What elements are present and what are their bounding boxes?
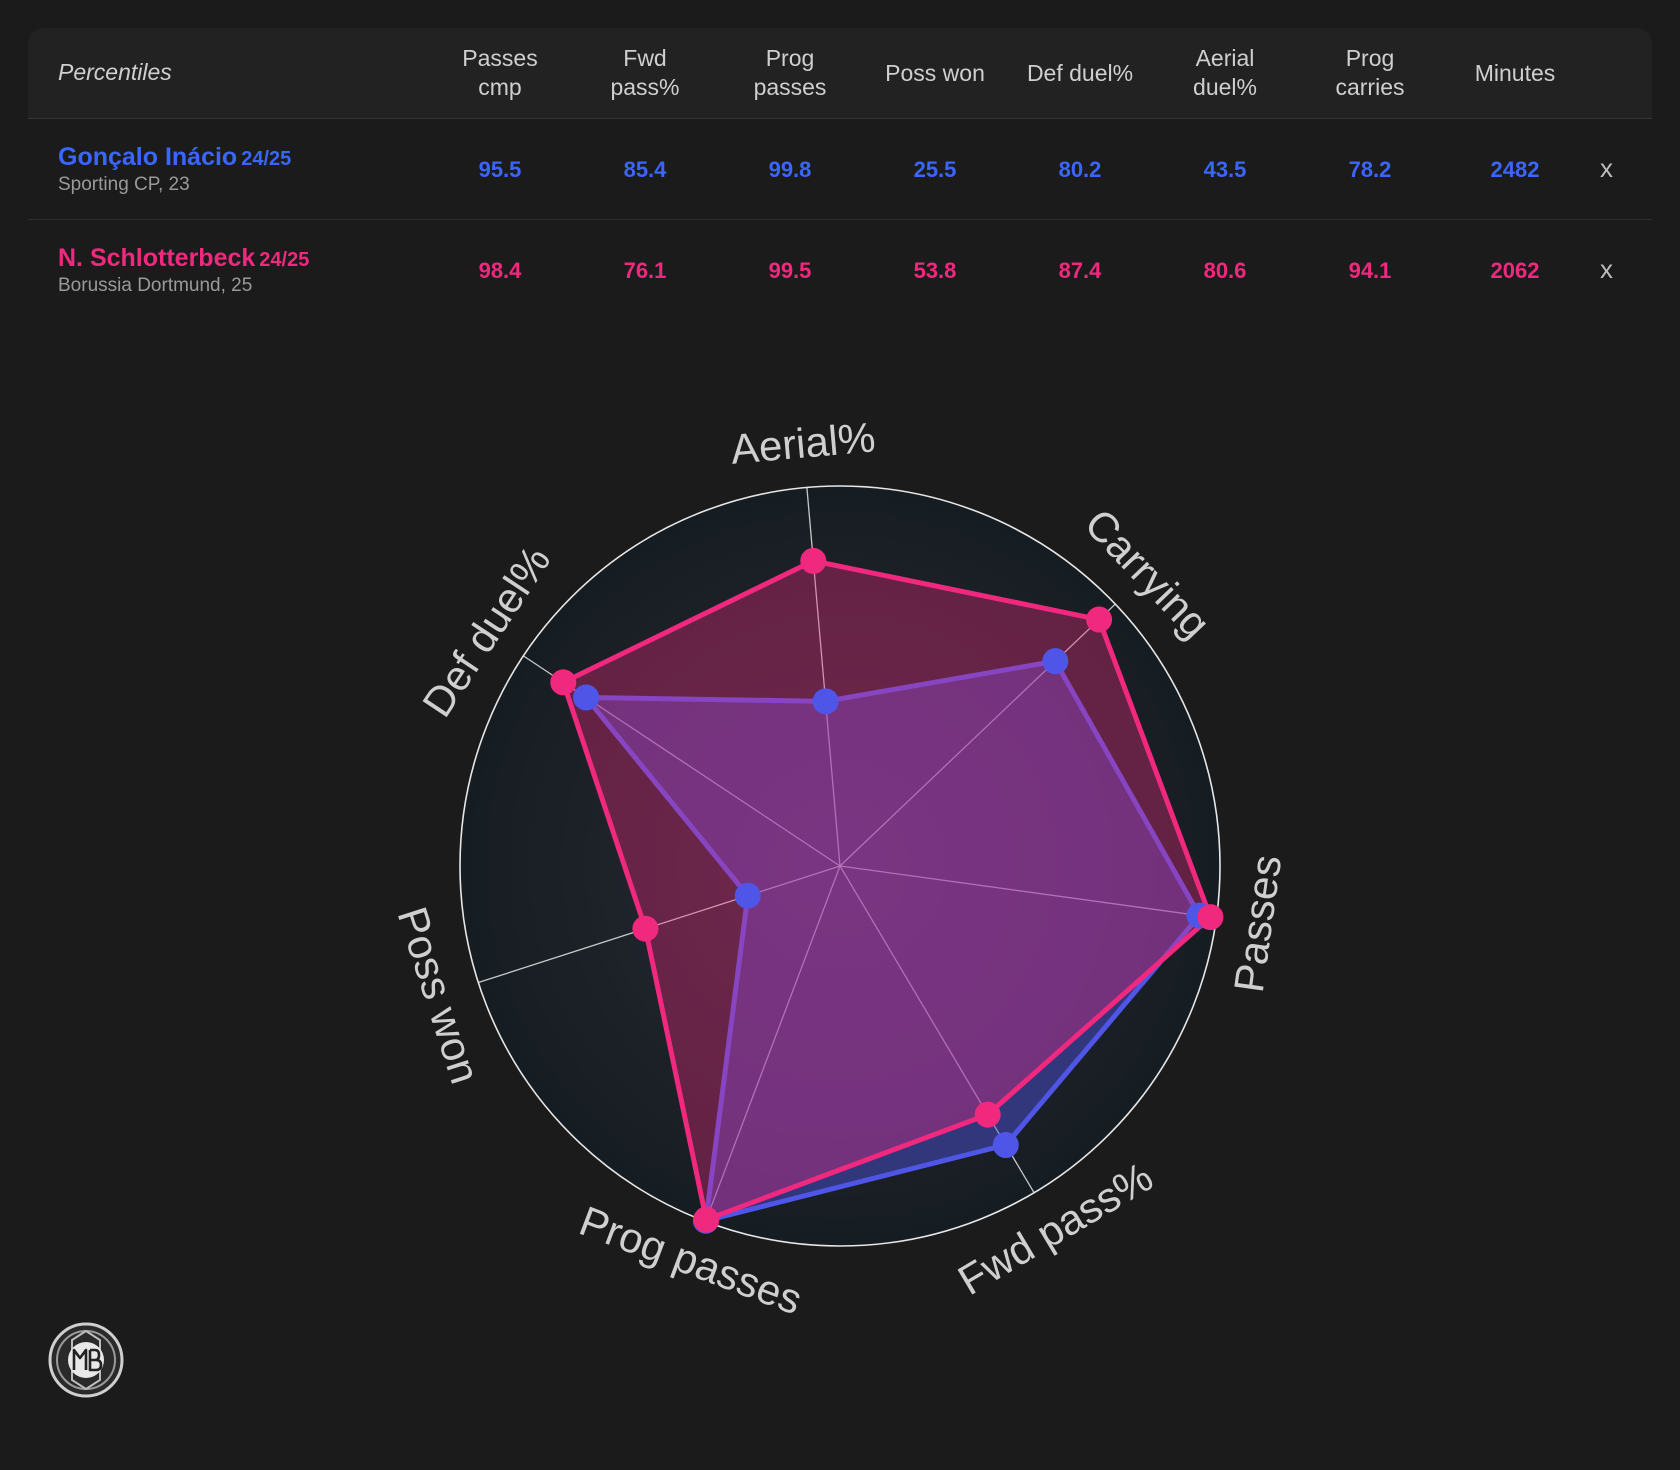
table-cell: 2062 xyxy=(1490,258,1540,283)
mb-logo-icon xyxy=(48,1322,124,1398)
table-cell: 76.1 xyxy=(623,258,667,283)
radar-point xyxy=(1197,904,1224,931)
table-cell: 87.4 xyxy=(1058,258,1102,283)
radar-spoke xyxy=(839,865,1217,919)
radar-spoke xyxy=(839,603,1116,867)
radar-series-area xyxy=(560,558,1213,1223)
radar-point xyxy=(974,1101,1001,1128)
table-cell: 25.5 xyxy=(913,157,957,182)
column-header: Def duel% xyxy=(1026,59,1134,86)
player-club-age: Borussia Dortmund, 25 xyxy=(58,275,253,296)
table-cell: 2482 xyxy=(1490,157,1540,182)
player-name[interactable]: N. Schlotterbeck xyxy=(58,244,256,272)
radar-point xyxy=(1086,606,1113,633)
table-cell: 99.8 xyxy=(768,157,812,182)
table-cell: 80.2 xyxy=(1058,157,1102,182)
table-row: N. Schlotterbeck 24/25 Borussia Dortmund, … xyxy=(28,220,1652,320)
remove-player-button[interactable]: x xyxy=(1600,254,1613,284)
player-club-age: Sporting CP, 23 xyxy=(58,174,190,195)
radar-point xyxy=(800,547,827,574)
player-name[interactable]: Gonçalo Inácio xyxy=(58,143,238,171)
column-header: Minutes xyxy=(1474,59,1556,86)
percentiles-table: Percentiles Passes cmp Fwd pass% Prog pass… xyxy=(28,28,1652,320)
column-header: Prog carries xyxy=(1335,45,1405,100)
radar-axis-label: Aerial% xyxy=(729,413,877,472)
table-cell: 98.4 xyxy=(478,258,522,283)
radar-axis-label: Passes xyxy=(1225,852,1290,995)
radar-point xyxy=(1042,648,1069,675)
column-header: Prog passes xyxy=(753,45,827,100)
table-cell: 53.8 xyxy=(913,258,957,283)
radar-spoke xyxy=(704,865,841,1222)
radar-point xyxy=(992,1131,1019,1158)
column-header: Fwd pass% xyxy=(610,45,680,100)
table-row: Gonçalo Inácio 24/25 Sporting CP, 23 95.5 85… xyxy=(28,119,1652,220)
radar-point xyxy=(632,915,659,942)
player-season: 24/25 xyxy=(259,249,310,271)
player-season: 24/25 xyxy=(241,148,292,170)
radar-point xyxy=(573,684,600,711)
table-cell: 95.5 xyxy=(478,157,522,182)
remove-player-button[interactable]: x xyxy=(1600,153,1613,183)
table-cell: 85.4 xyxy=(623,157,667,182)
player-info: N. Schlotterbeck 24/25 Borussia Dortmund, … xyxy=(58,244,309,297)
table-cell: 43.5 xyxy=(1203,157,1247,182)
column-header: Poss won xyxy=(885,59,985,86)
table-cell: 94.1 xyxy=(1348,258,1392,283)
table-cell: 80.6 xyxy=(1203,258,1247,283)
player-info: Gonçalo Inácio 24/25 Sporting CP, 23 xyxy=(58,143,291,196)
table-cell: 78.2 xyxy=(1348,157,1392,182)
radar-series-area xyxy=(583,658,1202,1224)
radar-spoke xyxy=(478,865,841,984)
radar-point xyxy=(812,688,839,715)
table-cell: 99.5 xyxy=(768,258,812,283)
percentiles-label: Percentiles xyxy=(58,59,172,85)
table-header: Percentiles Passes cmp Fwd pass% Prog pass… xyxy=(28,28,1652,119)
column-header: Aerial duel% xyxy=(1193,45,1257,100)
radar-point xyxy=(550,669,577,696)
radar-point xyxy=(693,1206,720,1233)
column-header: Passes cmp xyxy=(462,45,538,100)
radar-point xyxy=(734,882,761,909)
